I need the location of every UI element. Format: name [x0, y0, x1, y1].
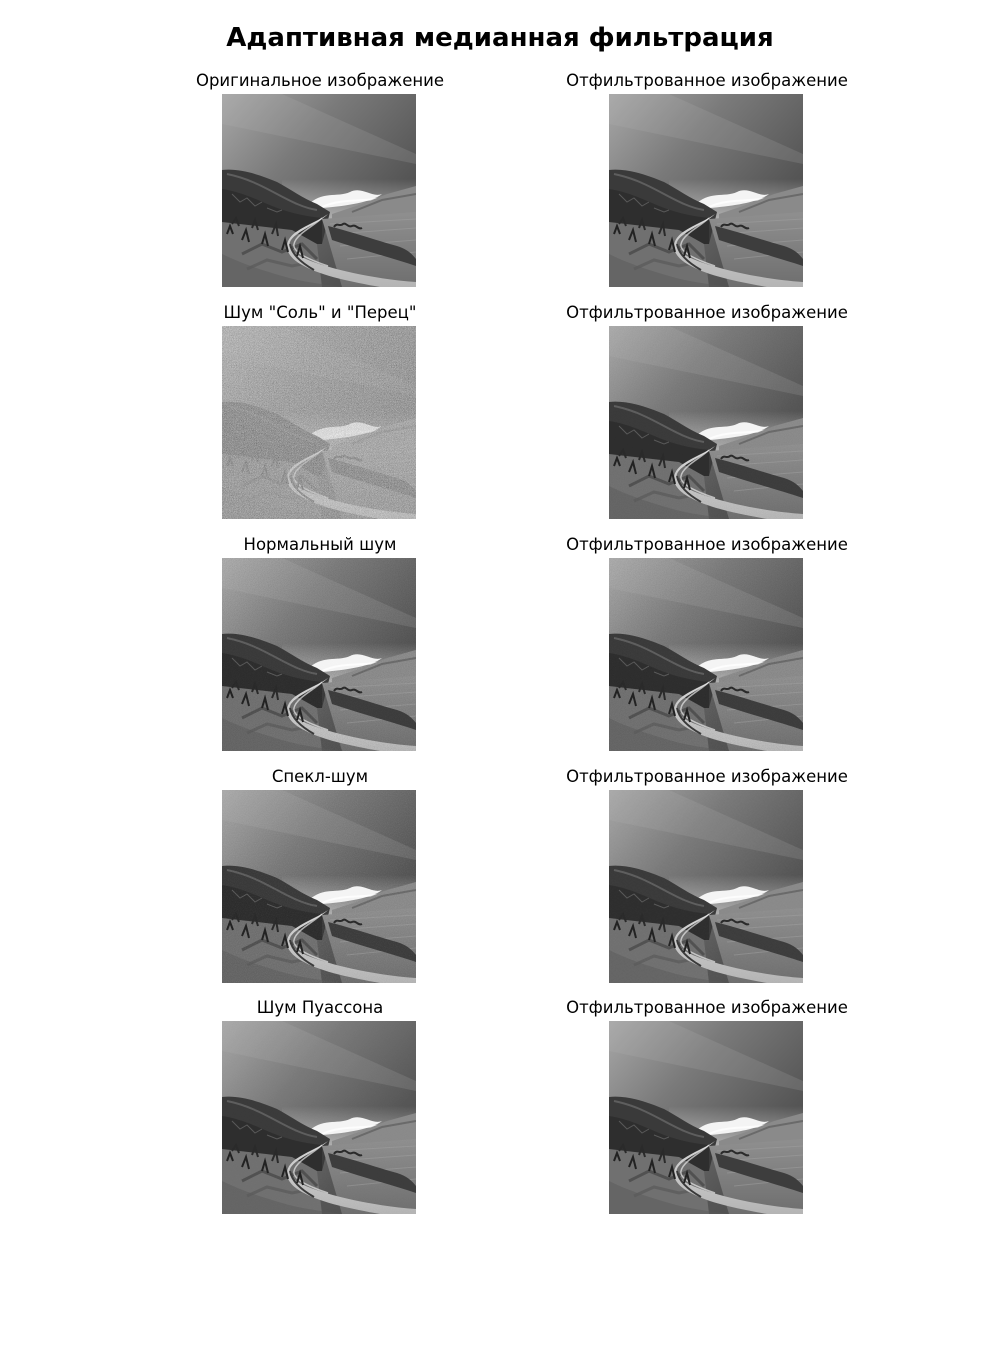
- landscape-image: [609, 1021, 803, 1214]
- subplot-4-left: Спекл-шум: [125, 766, 515, 986]
- subplot-5-left: Шум Пуассона: [125, 997, 515, 1217]
- landscape-image: [222, 558, 416, 751]
- subplot-3-left: Нормальный шум: [125, 534, 515, 754]
- subplot-title: Отфильтрованное изображение: [566, 998, 848, 1017]
- subplot-5-right: Отфильтрованное изображение: [512, 997, 902, 1217]
- landscape-image: [609, 326, 803, 519]
- subplot-4-right: Отфильтрованное изображение: [512, 766, 902, 986]
- landscape-image: [222, 326, 416, 519]
- subplot-title: Шум "Соль" и "Перец": [223, 303, 417, 322]
- subplot-title: Отфильтрованное изображение: [566, 303, 848, 322]
- landscape-image: [609, 558, 803, 751]
- subplot-1-left: Оригинальное изображение: [125, 70, 515, 290]
- landscape-image: [222, 94, 416, 287]
- subplot-title: Нормальный шум: [243, 535, 397, 554]
- subplot-title: Отфильтрованное изображение: [566, 535, 848, 554]
- subplot-title: Спекл-шум: [271, 767, 369, 786]
- landscape-image: [222, 1021, 416, 1214]
- landscape-image: [222, 790, 416, 983]
- subplot-title: Отфильтрованное изображение: [566, 71, 848, 90]
- subplot-3-right: Отфильтрованное изображение: [512, 534, 902, 754]
- subplot-2-left: Шум "Соль" и "Перец": [125, 302, 515, 522]
- figure-title: Адаптивная медианная фильтрация: [226, 23, 774, 53]
- subplot-title: Шум Пуассона: [256, 998, 384, 1017]
- subplot-title: Оригинальное изображение: [195, 71, 445, 90]
- subplot-1-right: Отфильтрованное изображение: [512, 70, 902, 290]
- landscape-image: [609, 94, 803, 287]
- landscape-image: [609, 790, 803, 983]
- subplot-2-right: Отфильтрованное изображение: [512, 302, 902, 522]
- subplot-title: Отфильтрованное изображение: [566, 767, 848, 786]
